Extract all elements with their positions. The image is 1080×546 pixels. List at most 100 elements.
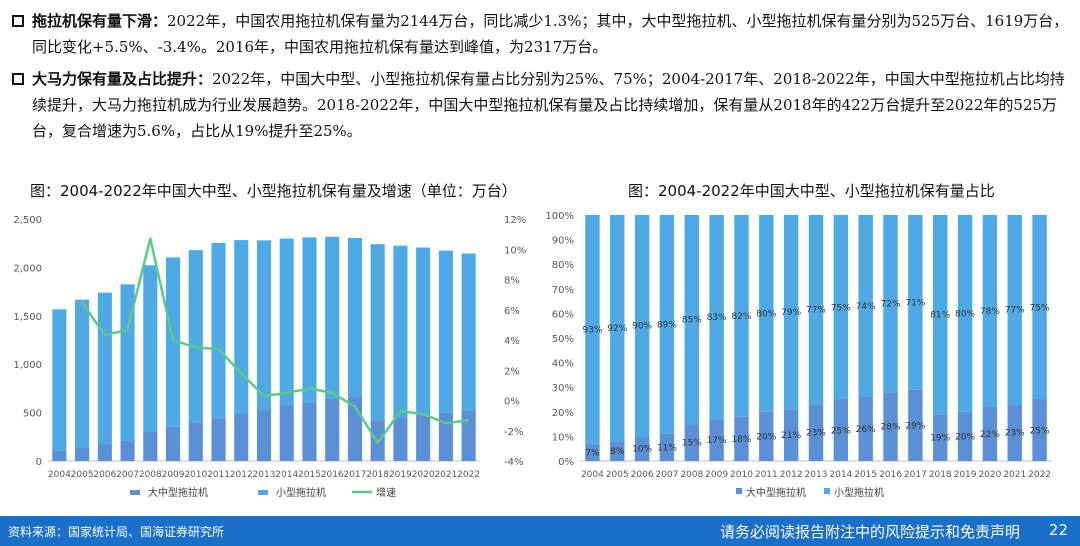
legend-label: 大中型拖拉机 [148, 486, 208, 499]
x-tick-label: 2007 [116, 470, 139, 480]
y-tick-label: 90% [552, 236, 574, 247]
data-label-small: 89% [657, 320, 677, 330]
bar-large-share [783, 409, 799, 461]
bar-small-tractor [416, 247, 431, 415]
bar-large-tractor [166, 426, 181, 461]
bar-large-tractor [188, 423, 203, 461]
bar-large-share [933, 414, 948, 461]
data-label-small: 93% [582, 325, 602, 335]
x-tick-label: 2013 [253, 470, 276, 480]
data-label-small: 80% [756, 309, 776, 319]
x-tick-label: 2007 [655, 470, 678, 480]
y2-tick-label: 10% [504, 245, 526, 256]
data-label-large: 19% [930, 434, 950, 444]
bar-small-share [659, 215, 675, 434]
bar-small-tractor [347, 237, 362, 397]
x-tick-label: 2011 [755, 470, 778, 480]
bar-small-tractor [370, 244, 385, 421]
x-tick-label: 2016 [879, 470, 902, 480]
bar-large-share [709, 419, 724, 461]
bar-small-tractor [325, 236, 340, 399]
y-tick-label: 10% [552, 432, 574, 443]
bar-large-share [585, 443, 600, 461]
bar-large-tractor [234, 414, 249, 461]
x-tick-label: 2012 [780, 470, 803, 480]
y-tick-label: 0% [558, 457, 574, 468]
y2-tick-label: 2% [504, 366, 520, 377]
y2-tick-label: 8% [504, 276, 520, 287]
x-tick-label: 2009 [162, 470, 185, 480]
x-tick-label: 2022 [457, 470, 480, 480]
bar-small-tractor [52, 309, 67, 451]
y2-tick-label: 4% [504, 336, 520, 347]
chart1-title: 图：2004-2022年中国大中型、小型拖拉机保有量及增速（单位：万台） [30, 182, 517, 200]
legend-swatch [736, 488, 742, 494]
bar-large-tractor [97, 444, 112, 461]
bar-small-tractor [438, 250, 453, 413]
bar-large-share [808, 404, 824, 461]
data-label-large: 22% [980, 430, 1000, 440]
x-tick-label: 2021 [1003, 470, 1026, 480]
legend-swatch [824, 488, 830, 494]
x-tick-label: 2014 [829, 470, 852, 480]
bar-small-share [709, 215, 724, 420]
bar-large-tractor [325, 398, 340, 461]
bar-small-tractor [461, 253, 476, 411]
bar-large-tractor [416, 414, 431, 461]
x-tick-label: 2017 [904, 470, 927, 480]
bar-large-share [1032, 399, 1047, 461]
bar-small-tractor [302, 237, 317, 403]
bar-large-share [883, 392, 898, 461]
x-tick-label: 2004 [581, 470, 604, 480]
bar-small-tractor [75, 299, 90, 448]
bar-small-share [908, 215, 923, 390]
data-label-small: 81% [930, 311, 950, 321]
bar-large-tractor [461, 410, 476, 461]
bar-small-tractor [97, 292, 112, 445]
x-tick-label: 2014 [275, 470, 298, 480]
x-tick-label: 2018 [366, 470, 389, 480]
bar-small-share [610, 215, 625, 442]
y-tick-label: 80% [552, 260, 574, 271]
footer-disclaimer: 请务必阅读报告附注中的风险提示和免责声明 [719, 523, 1020, 541]
x-tick-label: 2011 [207, 470, 230, 480]
data-label-large: 10% [632, 445, 652, 455]
bar-small-share [585, 215, 600, 444]
data-label-small: 77% [1005, 306, 1025, 316]
bar-small-share [858, 215, 873, 398]
data-label-small: 72% [881, 300, 901, 310]
bar-small-tractor [211, 243, 226, 419]
x-tick-label: 2006 [631, 470, 654, 480]
data-label-small: 79% [781, 308, 801, 318]
x-tick-label: 2010 [184, 470, 207, 480]
data-label-large: 18% [731, 435, 751, 445]
bar-large-share [659, 433, 675, 461]
data-label-large: 8% [610, 447, 625, 457]
bullet-horsepower-rise: 大马力保有量及占比提升：2022年，中国大中型、小型拖拉机保有量占比分别为25%… [10, 66, 1070, 144]
bar-large-tractor [393, 418, 408, 461]
data-label-small: 82% [731, 312, 751, 322]
data-label-small: 85% [682, 316, 702, 326]
x-tick-label: 2021 [434, 470, 457, 480]
legend-swatch [130, 490, 140, 495]
y-tick-label: 2,000 [13, 263, 42, 274]
data-label-large: 23% [806, 429, 826, 439]
x-tick-label: 2008 [139, 470, 162, 480]
bar-large-tractor [143, 431, 158, 461]
x-tick-label: 2019 [389, 470, 412, 480]
page-number: 22 [1048, 521, 1068, 539]
bullet-list: 拖拉机保有量下滑：2022年，中国农用拖拉机保有量为2144万台，同比减少1.3… [10, 8, 1070, 144]
x-tick-label: 2005 [606, 470, 629, 480]
data-label-small: 90% [632, 322, 652, 332]
x-tick-label: 2018 [929, 470, 952, 480]
x-tick-label: 2019 [954, 470, 977, 480]
data-label-large: 21% [781, 431, 801, 441]
bar-small-tractor [279, 238, 294, 407]
x-tick-label: 2010 [730, 470, 753, 480]
y-tick-label: 30% [552, 383, 574, 394]
bullet-text: 2022年，中国农用拖拉机保有量为2144万台，同比减少1.3%；其中，大中型拖… [32, 12, 1069, 56]
bar-large-tractor [302, 402, 317, 461]
y2-tick-label: -2% [504, 427, 523, 438]
data-label-large: 25% [831, 426, 851, 436]
bullet-heading: 大马力保有量及占比提升： [32, 70, 213, 88]
